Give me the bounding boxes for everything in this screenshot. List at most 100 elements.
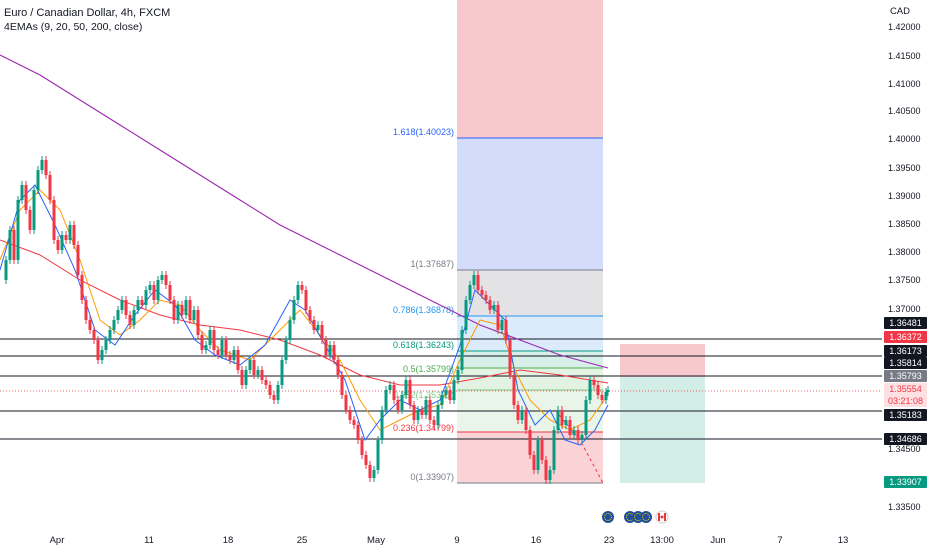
eu-flag-icon <box>640 511 652 523</box>
price-badge: 1.35554 <box>884 383 927 395</box>
price-badge: 03:21:08 <box>884 395 927 407</box>
candle <box>36 166 40 194</box>
time-axis[interactable]: Apr 11 18 25 May 9 16 23 13:00 Jun 7 13 <box>0 530 932 550</box>
candle <box>588 376 592 404</box>
fibonacci-extension[interactable]: 1.618(1.40023) 1(1.37687) 0.786(1.36878) 0.… <box>393 0 603 484</box>
candle <box>180 301 184 319</box>
candle <box>452 376 456 404</box>
svg-text:1.35814: 1.35814 <box>889 358 922 368</box>
candle <box>256 366 260 379</box>
candle <box>44 156 48 179</box>
indicator-label[interactable]: 4EMAs (9, 20, 50, 200, close) <box>4 21 143 33</box>
currency-label: CAD <box>889 6 910 17</box>
candle <box>420 406 424 419</box>
price-badge: 1.35183 <box>884 409 927 421</box>
candle <box>460 326 464 374</box>
candle <box>352 416 356 429</box>
candle <box>600 391 604 404</box>
price-tick: 1.41000 <box>888 79 921 89</box>
candlesticks[interactable] <box>4 156 610 484</box>
candle <box>208 326 212 349</box>
candle <box>172 296 176 324</box>
horizontal-lines[interactable] <box>0 338 882 440</box>
candle <box>508 336 512 379</box>
candle <box>380 406 384 444</box>
candle <box>548 466 552 484</box>
candle <box>312 316 316 334</box>
candle <box>408 376 412 409</box>
candle <box>300 281 304 294</box>
candle <box>104 336 108 354</box>
candle <box>592 376 596 389</box>
candle <box>220 336 224 359</box>
candle <box>80 271 84 304</box>
candle <box>544 456 548 484</box>
candle <box>144 286 148 309</box>
candle <box>92 326 96 344</box>
candle <box>360 436 364 459</box>
stop-loss-zone <box>620 344 705 377</box>
candle <box>444 386 448 399</box>
candle <box>140 296 144 309</box>
svg-text:1.36173: 1.36173 <box>889 346 922 356</box>
candle <box>96 336 100 364</box>
candle <box>296 281 300 304</box>
candle <box>48 171 52 204</box>
candle <box>552 426 556 474</box>
candle <box>20 181 24 204</box>
candle <box>24 181 28 214</box>
candle <box>468 281 472 304</box>
price-badge: 1.36372 <box>884 331 927 343</box>
fib-zone-618 <box>457 351 603 368</box>
candle <box>448 386 452 404</box>
candle <box>400 391 404 414</box>
candle <box>432 416 436 429</box>
candle <box>8 226 12 264</box>
candle <box>532 451 536 474</box>
candle <box>196 306 200 339</box>
candle <box>272 391 276 404</box>
time-tick: 9 <box>454 535 459 546</box>
candle <box>152 281 156 304</box>
short-position-tool[interactable] <box>620 344 705 483</box>
economic-events[interactable] <box>602 510 669 524</box>
price-tick: 1.39000 <box>888 191 921 201</box>
candle <box>72 221 76 249</box>
svg-text:1.35554: 1.35554 <box>889 384 922 394</box>
candle <box>476 271 480 294</box>
candle <box>120 296 124 314</box>
candle <box>480 286 484 299</box>
fib-level-label: 0.618(1.36243) <box>393 340 454 350</box>
candle <box>292 296 296 324</box>
candle <box>364 451 368 469</box>
candle <box>504 316 508 344</box>
candle <box>188 296 192 324</box>
candle <box>280 356 284 389</box>
candle <box>584 396 588 439</box>
candle <box>224 336 228 359</box>
price-badge: 1.35814 <box>884 357 927 369</box>
ema-50-line <box>0 239 609 386</box>
time-tick: 13 <box>838 535 849 546</box>
candle <box>344 391 348 414</box>
candle <box>488 296 492 314</box>
fib-level-label: 1(1.37687) <box>410 259 454 269</box>
price-axis[interactable]: 1.42000 1.41500 1.41000 1.40500 1.40000 1.395… <box>882 0 932 530</box>
candle <box>356 421 360 444</box>
candle <box>68 221 72 244</box>
price-tick: 1.38000 <box>888 247 921 257</box>
price-tick: 1.37500 <box>888 275 921 285</box>
candle <box>440 391 444 409</box>
time-tick: 16 <box>531 535 542 546</box>
ema-20-line <box>0 189 609 431</box>
candle <box>572 426 576 439</box>
candle <box>560 406 564 429</box>
candle <box>416 406 420 424</box>
candle <box>252 356 256 379</box>
fib-level-label: 0.236(1.34799) <box>393 423 454 433</box>
candle <box>606 386 610 396</box>
candle <box>112 316 116 334</box>
candle <box>116 306 120 324</box>
candle <box>556 406 560 434</box>
